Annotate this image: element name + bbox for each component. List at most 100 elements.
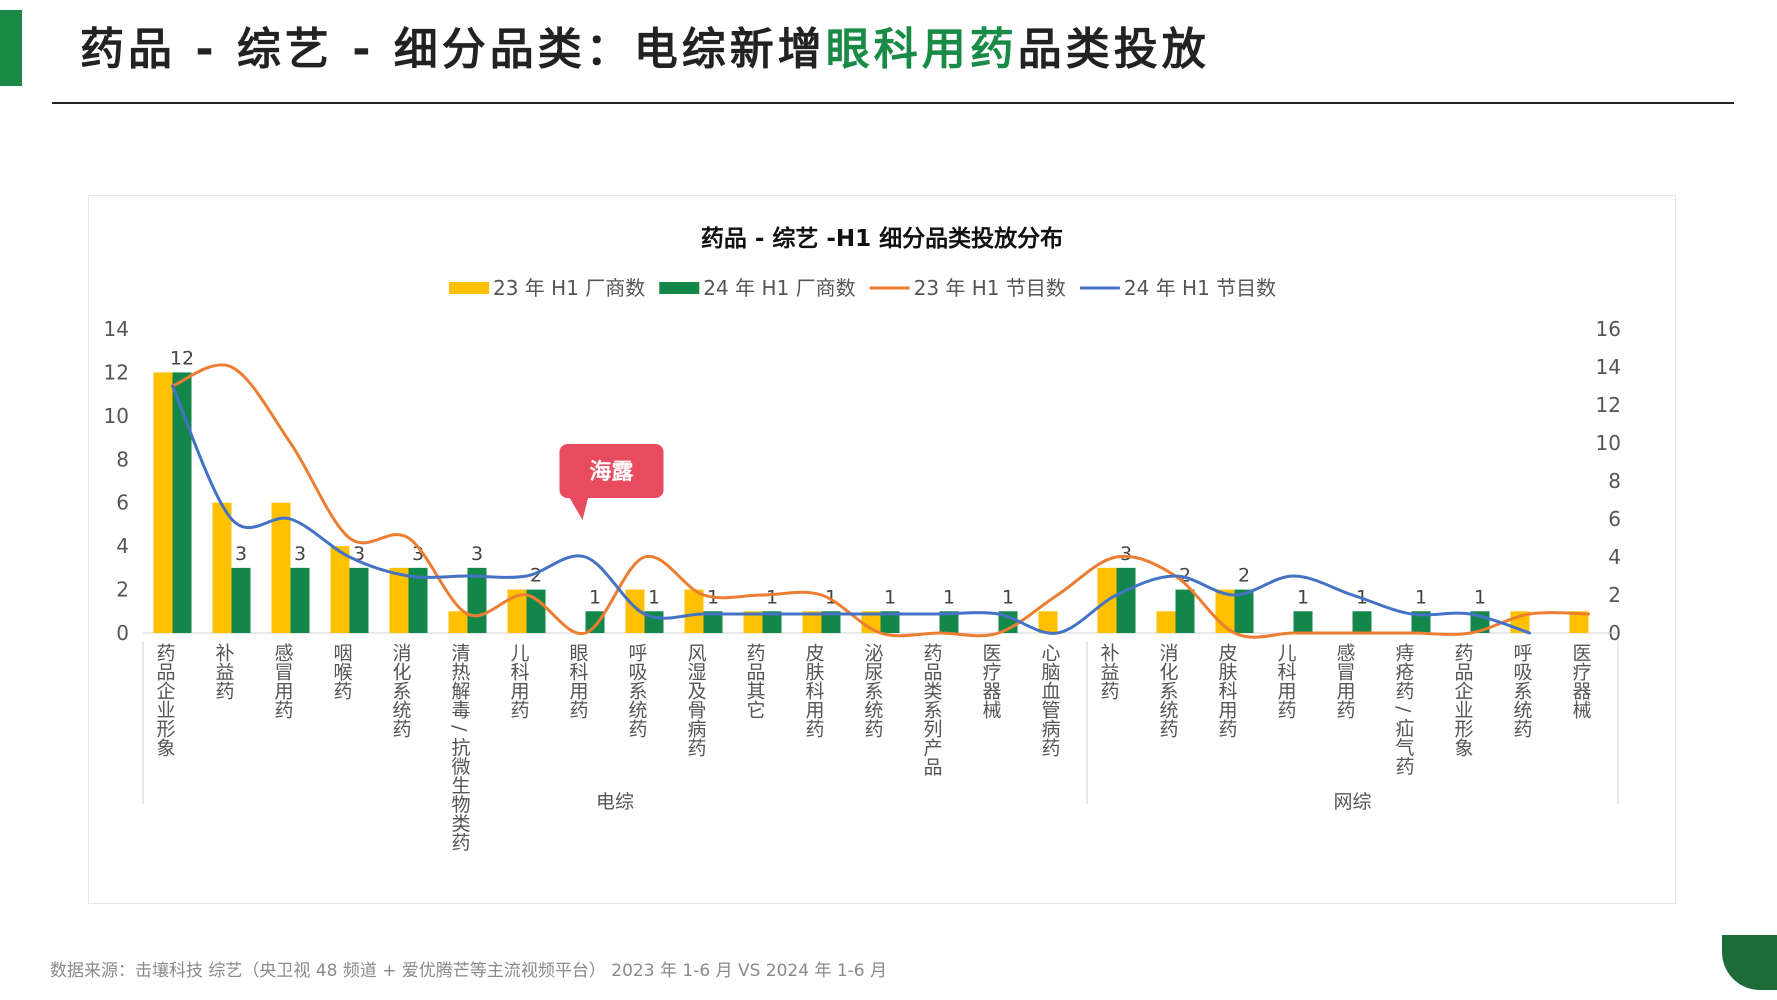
bar-data-label: 1 [1415,586,1427,608]
bar-23-h1-vendors [271,502,291,633]
x-category-label: 儿科用药 [508,643,530,719]
bar-data-label: 2 [1238,565,1250,587]
bar-23-h1-vendors [212,502,232,633]
bar-23-h1-vendors [684,589,704,633]
x-category-label: 感冒用药 [1334,643,1356,719]
line-24-h1-programs [171,384,1531,635]
x-category-label: 补益药 [213,643,235,700]
legend-label-3: 23 年 H1 节目数 [914,276,1066,300]
y-right-tick: 16 [1596,317,1621,341]
x-category-label: 眼科用药 [567,643,589,719]
title-highlight: 眼科用药 [825,24,1018,75]
bar-24-h1-vendors [703,611,723,633]
x-category-label: 医疗器械 [980,643,1002,719]
corner-leaf-decoration [1722,935,1777,990]
x-category-label: 消化系统药 [1157,643,1179,738]
bar-23-h1-vendors [743,611,763,633]
x-category-label: 药品企业形象 [154,643,176,757]
x-category-label: 泌尿系统药 [862,643,884,738]
bar-data-label: 1 [1297,586,1309,608]
bar-data-label: 3 [1120,543,1132,565]
bar-24-h1-vendors [1175,589,1195,633]
x-category-label: 痔疮药 / 疝气药 [1393,643,1415,776]
x-category-label: 咽喉药 [331,643,353,700]
bar-23-h1-vendors [507,589,527,633]
chart-panel: 药品 - 综艺 -H1 细分品类投放分布 23 年 H1 厂商数 24 年 H1 厂… [88,195,1676,904]
x-category-label: 皮肤科用药 [803,643,825,738]
x-category-label: 药品其它 [744,643,766,719]
legend-label-2: 24 年 H1 厂商数 [703,276,855,300]
bar-24-h1-vendors [349,567,369,633]
x-category-label: 儿科用药 [1275,643,1297,719]
bar-24-h1-vendors [762,611,782,633]
bar-24-h1-vendors [939,611,959,633]
line-23-h1-programs [171,363,1590,639]
x-category-label: 药品类系列产品 [921,643,943,776]
bar-data-label: 3 [471,543,483,565]
y-right-tick: 4 [1608,545,1621,569]
bar-24-h1-vendors [880,611,900,633]
y-left-tick: 8 [116,447,129,471]
x-category-label: 风湿及骨病药 [685,643,707,757]
x-category-label: 补益药 [1098,643,1120,700]
y-right-tick: 12 [1596,393,1621,417]
page-title: 药品 - 综艺 - 细分品类：电综新增眼科用药品类投放 [80,22,1210,78]
x-category-label: 消化系统药 [390,643,412,738]
bar-23-h1-vendors [861,611,881,633]
bar-24-h1-vendors [1352,611,1372,633]
title-prefix: 药品 - 综艺 - 细分品类：电综新增 [80,24,826,75]
bar-24-h1-vendors [1116,567,1136,633]
bar-data-label: 1 [1002,586,1014,608]
bar-23-h1-vendors [1038,611,1058,633]
bar-24-h1-vendors [821,611,841,633]
title-suffix: 品类投放 [1017,24,1210,75]
bar-24-h1-vendors [408,567,428,633]
y-left-tick: 6 [116,491,129,515]
y-right-tick: 10 [1596,431,1621,455]
x-group-label: 网综 [1333,791,1371,813]
y-left-tick: 14 [104,317,129,341]
legend-swatch-1 [449,282,489,294]
y-right-tick: 8 [1608,469,1621,493]
x-category-label: 清热解毒 / 抗微生物类药 [449,643,471,852]
bar-24-h1-vendors [526,589,546,633]
bar-24-h1-vendors [290,567,310,633]
bar-24-h1-vendors [172,372,192,633]
combo-chart: 药品 - 综艺 -H1 细分品类投放分布 23 年 H1 厂商数 24 年 H1 厂… [104,225,1621,852]
bar-23-h1-vendors [802,611,822,633]
callout-label: 海露 [589,459,634,485]
y-right-tick: 2 [1608,583,1621,607]
legend-label-4: 24 年 H1 节目数 [1124,276,1276,300]
bar-data-label: 1 [766,586,778,608]
bar-23-h1-vendors [1569,611,1589,633]
y-left-tick: 10 [104,404,129,428]
bar-24-h1-vendors [585,611,605,633]
x-category-label: 心脑血管病药 [1039,643,1061,757]
x-category-label: 感冒用药 [272,643,294,719]
bar-23-h1-vendors [330,546,350,633]
bar-24-h1-vendors [231,567,251,633]
x-category-label: 呼吸系统药 [1511,643,1533,738]
x-category-label: 呼吸系统药 [626,643,648,738]
bar-data-label: 1 [648,586,660,608]
bar-24-h1-vendors [1293,611,1313,633]
x-category-label: 医疗器械 [1570,643,1592,719]
bar-data-label: 1 [943,586,955,608]
legend-swatch-2 [659,282,700,294]
bar-23-h1-vendors [389,567,409,633]
title-accent-bar [0,10,22,86]
bar-data-label: 12 [170,347,194,369]
x-category-label: 药品企业形象 [1452,643,1474,757]
bar-data-label: 1 [1474,586,1486,608]
bar-23-h1-vendors [448,611,468,633]
y-left-tick: 0 [116,621,129,645]
bar-24-h1-vendors [1411,611,1431,633]
bar-data-label: 1 [589,586,601,608]
bar-data-label: 3 [235,543,247,565]
bar-23-h1-vendors [1156,611,1176,633]
y-left-tick: 2 [116,578,129,602]
y-left-tick: 12 [104,360,129,384]
y-left-tick: 4 [116,534,129,558]
y-right-tick: 14 [1596,355,1621,379]
chart-title: 药品 - 综艺 -H1 细分品类投放分布 [701,225,1063,252]
